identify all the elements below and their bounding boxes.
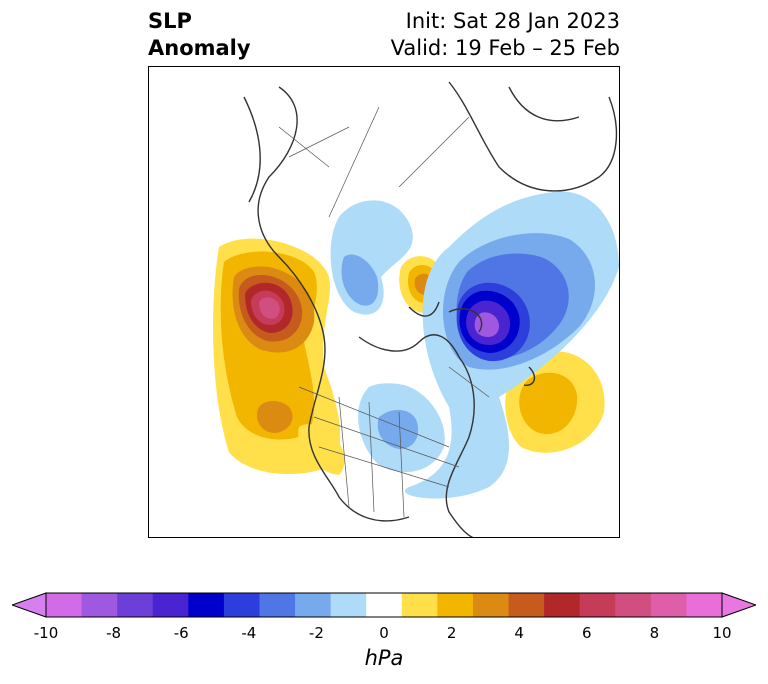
init-date: Init: Sat 28 Jan 2023 bbox=[405, 9, 620, 33]
greenland-low-anomaly bbox=[405, 191, 619, 499]
colorbar-tick-label: 2 bbox=[446, 624, 457, 642]
colorbar-tick-label: 8 bbox=[649, 624, 660, 642]
colorbar-segment bbox=[152, 593, 189, 617]
colorbar-tick-label: -8 bbox=[106, 624, 122, 642]
field-name-line1: SLP bbox=[148, 9, 192, 33]
atlantic-high-anomaly bbox=[505, 351, 605, 453]
colorbar-tick-label: 4 bbox=[514, 624, 524, 642]
political-borders bbox=[278, 106, 490, 518]
colorbar-segment bbox=[650, 593, 687, 617]
colorbar-segment bbox=[686, 593, 723, 617]
colorbar-segment bbox=[472, 593, 510, 617]
colorbar-segment bbox=[81, 593, 118, 617]
colorbar-outline bbox=[45, 592, 723, 618]
colorbar-segment bbox=[401, 593, 438, 617]
colorbar-tick-label: -2 bbox=[308, 624, 324, 642]
colorbar-tick-label: 10 bbox=[712, 624, 732, 642]
colorbar-segment bbox=[259, 593, 296, 617]
colorbar-unit: hPa bbox=[364, 646, 404, 670]
valid-period: Valid: 19 Feb – 25 Feb bbox=[390, 36, 620, 60]
colorbar-segment bbox=[117, 593, 154, 617]
colorbar-segment bbox=[366, 593, 403, 617]
colorbar-segment bbox=[330, 593, 367, 617]
colorbar-segment bbox=[508, 593, 545, 617]
siberia-low-anomaly bbox=[330, 200, 413, 315]
colorbar-segment bbox=[437, 593, 474, 617]
coastlines bbox=[243, 81, 618, 537]
colorbar-segment bbox=[544, 593, 581, 617]
colorbar-segment bbox=[295, 593, 332, 617]
colorbar-segments bbox=[46, 593, 723, 617]
colorbar-segment bbox=[615, 593, 652, 617]
map-panel bbox=[148, 66, 620, 538]
colorbar-tick-label: -4 bbox=[241, 624, 257, 642]
colorbar-tick-label: 6 bbox=[582, 624, 592, 642]
field-name-line2: Anomaly bbox=[148, 36, 251, 60]
map-title: SLP Anomaly bbox=[148, 8, 251, 62]
forecast-dates: Init: Sat 28 Jan 2023 Valid: 19 Feb – 25… bbox=[391, 8, 620, 62]
colorbar bbox=[12, 592, 756, 618]
colorbar-tick-label: -10 bbox=[33, 624, 59, 642]
colorbar-segment bbox=[46, 593, 83, 617]
colorbar-tick-label: -6 bbox=[173, 624, 189, 642]
colorbar-under-triangle bbox=[12, 592, 47, 618]
colorbar-segment bbox=[188, 593, 225, 617]
colorbar-over-triangle bbox=[721, 592, 756, 618]
colorbar-segment bbox=[223, 593, 260, 617]
anomaly-map bbox=[213, 81, 619, 537]
colorbar-tick-label: 0 bbox=[379, 624, 389, 642]
colorbar-segment bbox=[579, 593, 616, 617]
